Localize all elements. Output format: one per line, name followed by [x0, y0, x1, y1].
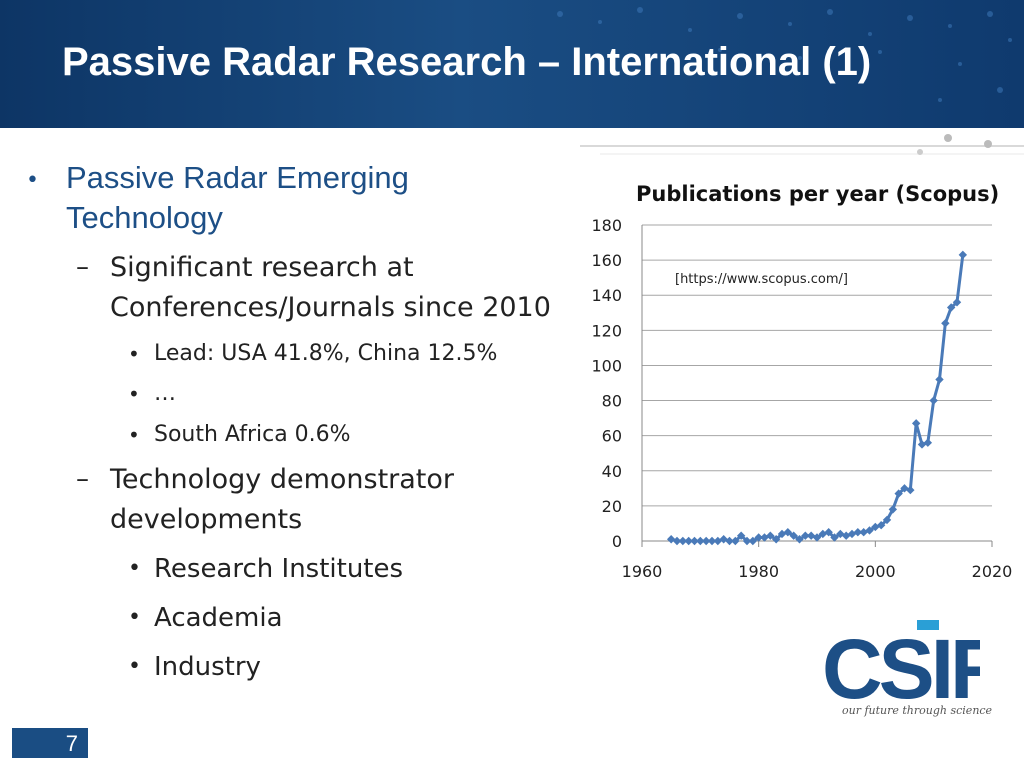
data-point [748, 536, 758, 546]
y-tick-label: 20 [602, 497, 622, 516]
decorative-line-pattern [580, 134, 1024, 155]
data-point [760, 533, 769, 542]
y-tick-label: 60 [602, 427, 622, 446]
bullet-dot: • [128, 423, 140, 447]
svg-text:CSIR: CSIR [822, 622, 980, 704]
data-point [754, 533, 763, 542]
data-point [731, 536, 740, 546]
decorative-dots-pattern [557, 7, 1012, 102]
sub-bullet-technology-cont: developments [110, 504, 303, 535]
publications-line-chart: 0 20 40 60 80 100 120 140 160 180 1960 1980 2000 2020… [591, 216, 1013, 581]
page-number: 7 [65, 731, 78, 756]
sub-bullet-research-cont: Conferences/Journals since 2010 [110, 292, 551, 323]
slide-title: Passive Radar Research – International (… [62, 40, 872, 84]
data-point [678, 536, 688, 546]
y-tick-label: 120 [591, 321, 622, 340]
x-tick-label: 2000 [855, 562, 896, 581]
csir-logo: CSIR [822, 620, 980, 704]
y-tick-label: 100 [591, 356, 622, 375]
sub-bullet-technology: Technology demonstrator [110, 464, 455, 495]
data-point [935, 375, 944, 384]
bullet-dot: • [128, 382, 140, 406]
y-tick-label: 80 [602, 392, 622, 411]
data-point [952, 298, 962, 307]
y-tick-label: 0 [612, 532, 622, 551]
bullet-dot: • [128, 556, 141, 581]
x-tick-label: 2020 [972, 562, 1013, 581]
bullet-dot: • [128, 342, 140, 366]
y-tick-label: 140 [591, 286, 622, 305]
dash-bullet: – [76, 464, 89, 494]
data-point [777, 529, 787, 539]
x-tick-label: 1960 [622, 562, 663, 581]
data-point [812, 533, 822, 542]
y-tick-label: 180 [591, 216, 622, 235]
list-item: Academia [154, 603, 283, 633]
data-point [690, 536, 699, 546]
list-item: Industry [154, 652, 261, 682]
data-point [830, 533, 839, 542]
list-item: South Africa 0.6% [154, 422, 351, 447]
data-point [865, 526, 874, 535]
data-point [795, 535, 804, 544]
data-point [707, 536, 717, 546]
x-tick-label: 1980 [738, 562, 779, 581]
data-point [882, 515, 892, 525]
source-annotation: [https://www.scopus.com/] [675, 272, 848, 287]
list-item: … [154, 381, 176, 406]
data-point [672, 536, 682, 546]
data-point [847, 529, 857, 539]
data-point [929, 396, 938, 405]
list-item: Lead: USA 41.8%, China 12.5% [154, 341, 498, 366]
bullet-passive-radar-cont: Technology [66, 200, 223, 235]
chart-title: Publications per year (Scopus) [636, 182, 1000, 206]
series-line [670, 254, 965, 543]
page-number-box: 7 [12, 728, 88, 758]
logo-tagline: our future through science [842, 704, 993, 717]
bullet-dot: • [128, 654, 141, 679]
title-bar: Passive Radar Research – International (… [0, 0, 1024, 128]
data-point [701, 536, 711, 546]
sub-bullet-research: Significant research at [110, 252, 414, 283]
data-point [871, 522, 880, 532]
data-point [818, 529, 828, 539]
y-tick-label: 160 [591, 251, 622, 270]
data-point [725, 536, 734, 546]
bullet-passive-radar: Passive Radar Emerging [66, 160, 409, 195]
bullet-dot: • [128, 605, 141, 630]
data-point [696, 536, 705, 546]
dash-bullet: – [76, 252, 89, 282]
bullet-dot: • [26, 168, 39, 193]
data-point [684, 536, 693, 546]
data-point [958, 250, 968, 260]
data-point [941, 319, 950, 328]
y-tick-label: 40 [602, 462, 622, 481]
list-item: Research Institutes [154, 554, 404, 584]
data-point [911, 419, 921, 428]
data-point [742, 536, 752, 546]
